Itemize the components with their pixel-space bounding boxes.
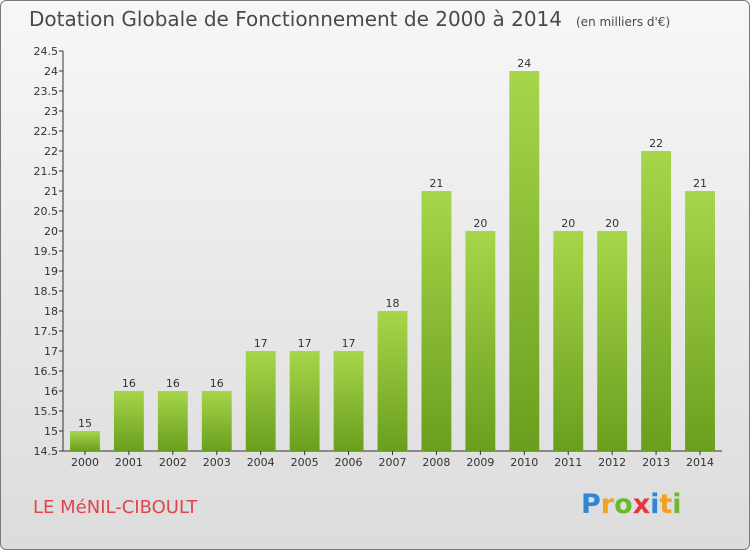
commune-name: LE MéNIL-CIBOULT [33,497,198,518]
x-tick-label: 2000 [71,456,99,469]
y-tick-label: 20 [44,225,58,238]
bar-value-label: 18 [386,297,400,310]
x-tick-label: 2013 [642,456,670,469]
x-tick-label: 2010 [510,456,538,469]
y-tick-label: 17 [44,345,58,358]
y-tick-label: 18.5 [34,285,59,298]
bar-value-label: 16 [166,377,180,390]
bar-value-label: 15 [78,417,92,430]
chart-axes: 14.5 15 15.5 16 16.5 17 17.5 18 18.5 19 19.5 20 20.5… [34,45,722,469]
y-tick-label: 17.5 [34,325,59,338]
y-tick-label: 15.5 [34,405,59,418]
y-tick-label: 24.5 [34,45,59,58]
x-tick-label: 2011 [554,456,582,469]
logo-letter: P [581,489,601,520]
logo-letter: x [632,489,651,520]
x-tick-label: 2007 [379,456,407,469]
bar [70,431,100,451]
y-tick-label: 18 [44,305,58,318]
y-tick-label: 21 [44,185,58,198]
chart-title-text: Dotation Globale de Fonctionnement de 20… [29,7,562,31]
x-tick-label: 2006 [335,456,363,469]
y-tick-label: 19.5 [34,245,59,258]
y-tick-label: 16 [44,385,58,398]
y-tick-label: 19 [44,265,58,278]
x-tick-label: 2009 [466,456,494,469]
x-tick-label: 2003 [203,456,231,469]
x-tick-label: 2005 [291,456,319,469]
logo-letter: t [659,489,673,520]
y-tick-label: 15 [44,425,58,438]
y-tick-label: 22.5 [34,125,59,138]
x-tick-label: 2008 [422,456,450,469]
chart-bars [70,71,715,451]
bar-value-label: 17 [298,337,312,350]
bar-value-label: 20 [473,217,487,230]
bar [289,351,320,451]
y-tick-label: 21.5 [34,165,59,178]
bar-value-label: 17 [342,337,356,350]
x-tick-label: 2002 [159,456,187,469]
chart-unit-label: (en milliers d'€) [576,15,671,29]
bar [201,391,232,451]
y-tick-label: 23 [44,105,58,118]
bar-value-label: 21 [429,177,443,190]
y-tick-label: 24 [44,65,58,78]
bar [157,391,188,451]
bar [509,71,540,451]
y-tick-label: 14.5 [34,445,59,458]
logo-letter: r [600,489,615,520]
chart-title: Dotation Globale de Fonctionnement de 20… [29,7,670,31]
bar-value-label: 21 [693,177,707,190]
bar [597,231,628,451]
y-tick-label: 16.5 [34,365,59,378]
bar [685,191,715,451]
bar [377,311,408,451]
x-tick-label: 2004 [247,456,275,469]
bar-value-label: 16 [122,377,136,390]
bar [465,231,496,451]
bar-value-label: 16 [210,377,224,390]
y-tick-label: 20.5 [34,205,59,218]
bar-value-label: 24 [517,57,531,70]
bar [553,231,584,451]
logo-letter: i [672,489,682,520]
bar-value-label: 20 [561,217,575,230]
bar-value-label: 22 [649,137,663,150]
x-tick-label: 2014 [686,456,714,469]
bar [641,151,672,451]
y-tick-label: 22 [44,145,58,158]
bar-value-label: 17 [254,337,268,350]
logo-letter: o [614,489,633,520]
bar [421,191,452,451]
y-tick-label: 23.5 [34,85,59,98]
bar [333,351,364,451]
proxiti-logo[interactable]: Proxiti [581,489,682,520]
x-tick-label: 2012 [598,456,626,469]
x-tick-label: 2001 [115,456,143,469]
bar [113,391,144,451]
bar [245,351,276,451]
bar-value-label: 20 [605,217,619,230]
chart-data-labels: 15 16 16 16 17 17 17 18 21 20 24 20 20 22 21 [78,57,707,430]
logo-letter: i [650,489,660,520]
